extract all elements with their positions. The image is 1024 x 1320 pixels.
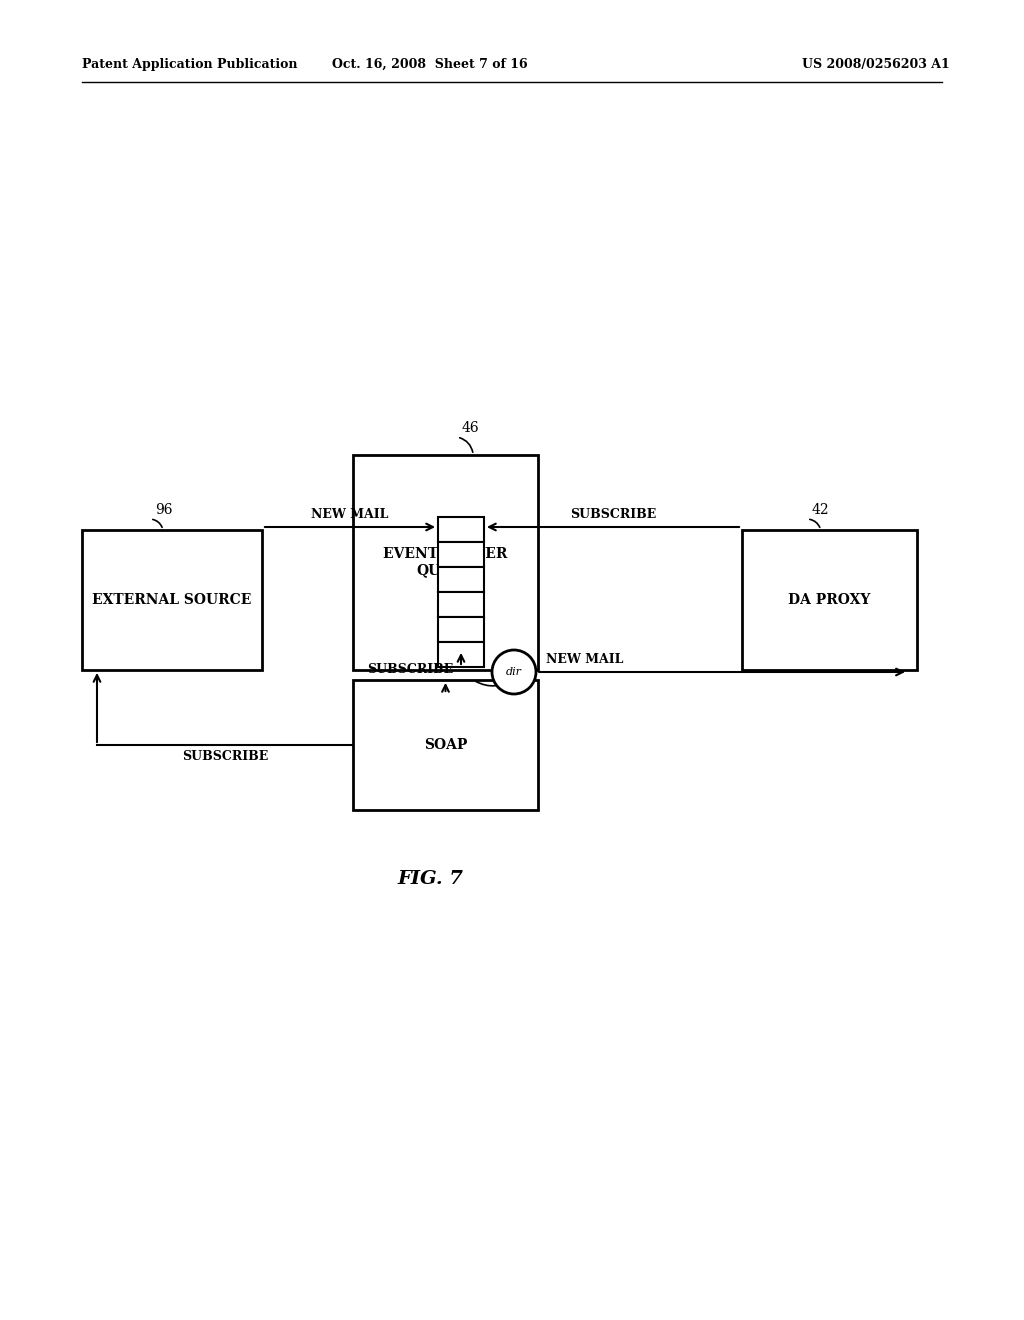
Text: FIG. 7: FIG. 7 xyxy=(397,870,463,888)
Text: DA PROXY: DA PROXY xyxy=(788,593,870,607)
Text: 42: 42 xyxy=(812,503,829,517)
Bar xyxy=(438,517,484,543)
Bar xyxy=(438,568,484,591)
Bar xyxy=(438,591,484,616)
Text: 96: 96 xyxy=(155,503,172,517)
Text: SOAP: SOAP xyxy=(424,738,467,752)
Text: EVENT SERVER
QUEUE: EVENT SERVER QUEUE xyxy=(383,548,508,578)
Text: SUBSCRIBE: SUBSCRIBE xyxy=(367,663,453,676)
Text: US 2008/0256203 A1: US 2008/0256203 A1 xyxy=(802,58,950,71)
Text: SUBSCRIBE: SUBSCRIBE xyxy=(570,508,656,521)
Bar xyxy=(353,455,538,671)
Text: EXTERNAL SOURCE: EXTERNAL SOURCE xyxy=(92,593,252,607)
Text: Patent Application Publication: Patent Application Publication xyxy=(82,58,298,71)
Text: Oct. 16, 2008  Sheet 7 of 16: Oct. 16, 2008 Sheet 7 of 16 xyxy=(332,58,527,71)
Bar xyxy=(438,616,484,642)
Bar xyxy=(438,543,484,568)
Bar xyxy=(438,642,484,667)
Text: NEW MAIL: NEW MAIL xyxy=(311,508,389,521)
Circle shape xyxy=(492,649,536,694)
Bar xyxy=(742,531,918,671)
Text: 46: 46 xyxy=(462,421,479,436)
Text: dir: dir xyxy=(506,667,522,677)
Text: 52: 52 xyxy=(520,661,538,675)
Text: SUBSCRIBE: SUBSCRIBE xyxy=(182,750,268,763)
Text: NEW MAIL: NEW MAIL xyxy=(546,653,624,667)
Bar xyxy=(82,531,262,671)
Bar xyxy=(353,680,538,810)
